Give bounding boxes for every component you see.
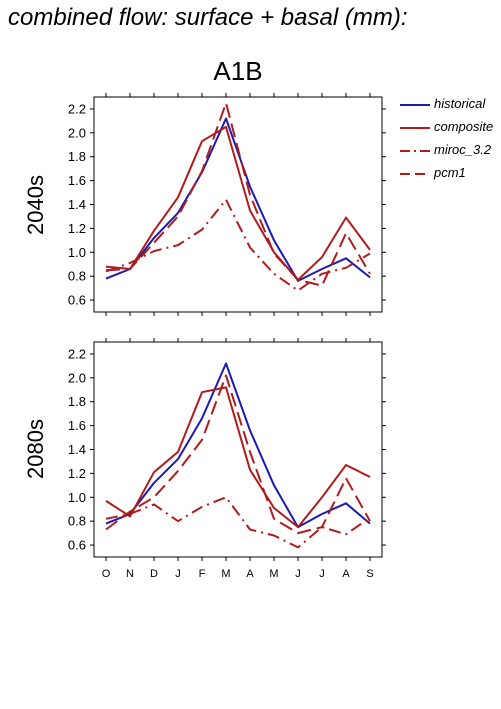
series-line-2040s-miroc-3-2 bbox=[105, 198, 371, 292]
legend-label-pcm1: pcm1 bbox=[434, 165, 466, 180]
x-tick-label-2080s-2: D bbox=[150, 568, 158, 580]
legend-label-composite: composite bbox=[434, 119, 494, 134]
y-tick-label-2080s-8: 2.2 bbox=[68, 346, 86, 361]
y-tick-label-2080s-6: 1.8 bbox=[68, 394, 86, 409]
x-tick-label-2080s-6: A bbox=[246, 568, 254, 580]
x-tick-label-2080s-0: O bbox=[102, 568, 111, 580]
y-tick-label-2040s-8: 2.2 bbox=[68, 101, 86, 116]
panel-label-2080s: 2080s bbox=[23, 419, 48, 479]
series-line-2040s-pcm1 bbox=[105, 102, 371, 287]
y-tick-label-2040s-4: 1.4 bbox=[68, 197, 86, 212]
y-tick-label-2040s-7: 2.0 bbox=[68, 125, 86, 140]
x-tick-label-2080s-4: F bbox=[199, 568, 206, 580]
legend-swatch-pcm1 bbox=[400, 173, 430, 175]
plot-frame-2040s bbox=[93, 96, 383, 313]
plot-frame-2080s bbox=[93, 341, 383, 558]
y-tick-label-2080s-0: 0.6 bbox=[68, 538, 86, 553]
series-line-2080s-miroc-3-2 bbox=[105, 496, 371, 549]
legend-label-miroc: miroc_3.2 bbox=[434, 142, 492, 157]
y-tick-label-2040s-6: 1.8 bbox=[68, 149, 86, 164]
y-tick-label-2080s-3: 1.2 bbox=[68, 466, 86, 481]
legend-swatch-historical bbox=[400, 104, 430, 106]
x-tick-label-2080s-5: M bbox=[221, 568, 230, 580]
y-tick-label-2080s-5: 1.6 bbox=[68, 418, 86, 433]
y-tick-label-2080s-2: 1.0 bbox=[68, 490, 86, 505]
page-title: combined flow: surface + basal (mm): bbox=[8, 4, 408, 31]
series-line-2040s-composite bbox=[105, 125, 371, 281]
series-line-2040s-historical bbox=[105, 117, 371, 282]
x-tick-label-2080s-8: J bbox=[295, 568, 301, 580]
series-line-2080s-composite bbox=[105, 386, 371, 529]
y-tick-label-2040s-3: 1.2 bbox=[68, 221, 86, 236]
y-tick-label-2080s-7: 2.0 bbox=[68, 370, 86, 385]
x-tick-label-2080s-9: J bbox=[319, 568, 325, 580]
legend-label-historical: historical bbox=[434, 96, 486, 111]
y-tick-label-2040s-0: 0.6 bbox=[68, 293, 86, 308]
x-tick-label-2080s-7: M bbox=[269, 568, 278, 580]
series-line-2080s-historical bbox=[105, 362, 371, 529]
series-line-2080s-pcm1 bbox=[105, 374, 371, 535]
y-tick-label-2080s-1: 0.8 bbox=[68, 514, 86, 529]
y-tick-label-2040s-5: 1.6 bbox=[68, 173, 86, 188]
y-tick-label-2040s-1: 0.8 bbox=[68, 269, 86, 284]
legend-swatch-composite bbox=[400, 127, 430, 129]
y-tick-label-2040s-2: 1.0 bbox=[68, 245, 86, 260]
x-tick-label-2080s-1: N bbox=[126, 568, 134, 580]
x-tick-label-2080s-3: J bbox=[175, 568, 181, 580]
y-tick-label-2080s-4: 1.4 bbox=[68, 442, 86, 457]
legend-swatch-miroc bbox=[400, 150, 430, 152]
x-tick-label-2080s-11: S bbox=[366, 568, 373, 580]
panel-label-2040s: 2040s bbox=[23, 175, 48, 235]
scenario-title: A1B bbox=[213, 56, 263, 86]
x-tick-label-2080s-10: A bbox=[342, 568, 350, 580]
